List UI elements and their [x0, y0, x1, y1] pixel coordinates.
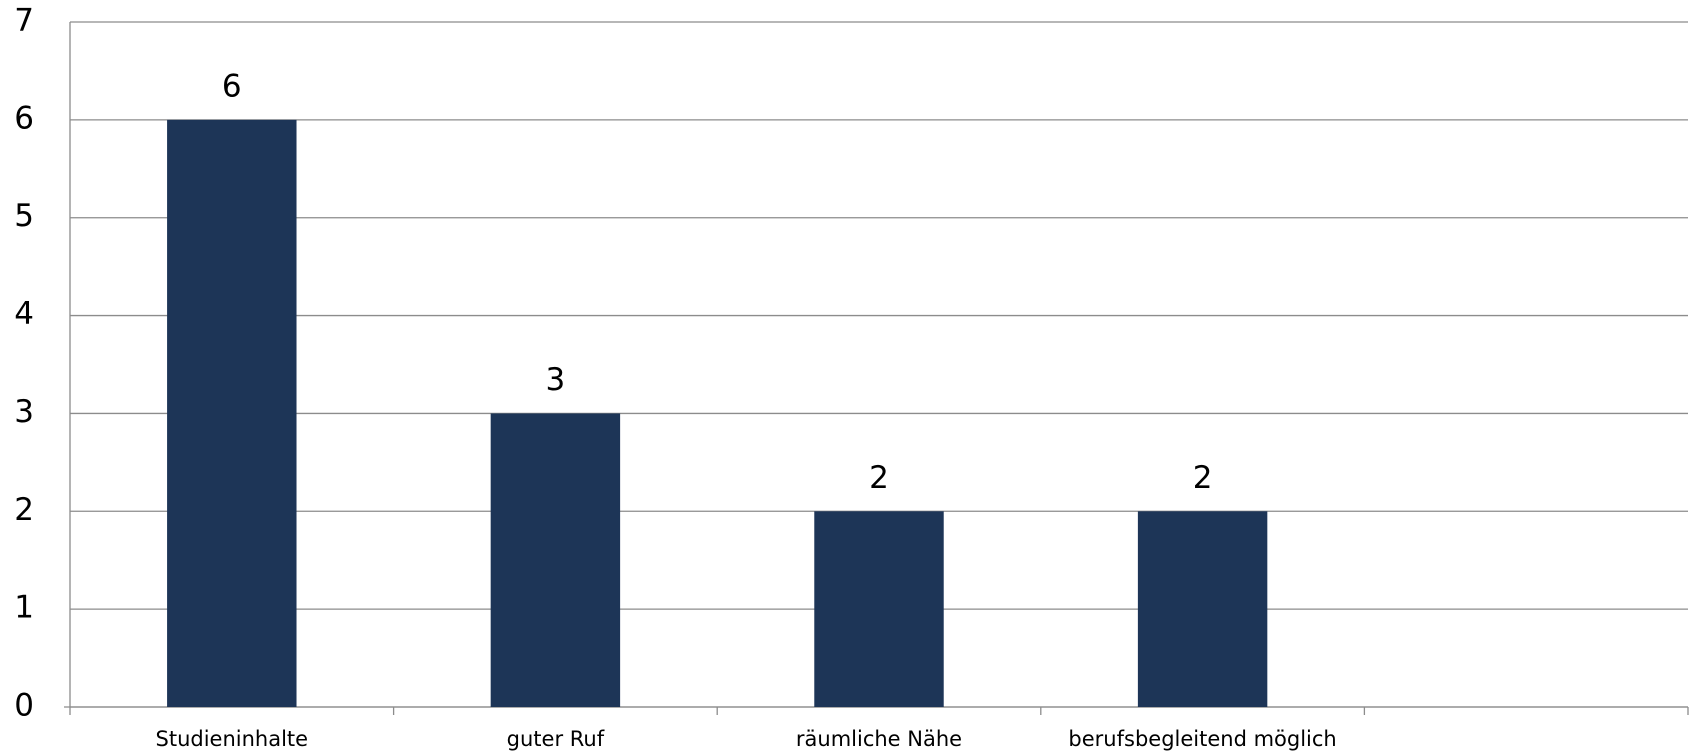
data-label: 2: [1193, 460, 1213, 496]
x-tick-label: Studieninhalte: [156, 727, 309, 751]
bar: [167, 119, 297, 708]
data-label: 2: [869, 460, 889, 496]
y-tick-label: 1: [14, 590, 34, 626]
y-tick-label: 3: [14, 394, 34, 430]
y-tick-label: 2: [14, 492, 34, 528]
y-tick-label: 7: [14, 3, 34, 39]
x-tick-label: guter Ruf: [507, 727, 605, 751]
y-tick-label: 4: [14, 296, 34, 332]
x-tick-label: räumliche Nähe: [796, 727, 962, 751]
y-tick-label: 5: [14, 198, 34, 234]
y-tick-label: 6: [14, 100, 34, 136]
bar: [1137, 511, 1268, 707]
x-tick-label: berufsbegleitend möglich: [1068, 727, 1336, 751]
data-label: 6: [222, 68, 242, 104]
data-label: 3: [546, 362, 566, 398]
y-tick-label: 0: [14, 688, 34, 724]
bar: [490, 413, 621, 707]
bar: [814, 511, 944, 707]
